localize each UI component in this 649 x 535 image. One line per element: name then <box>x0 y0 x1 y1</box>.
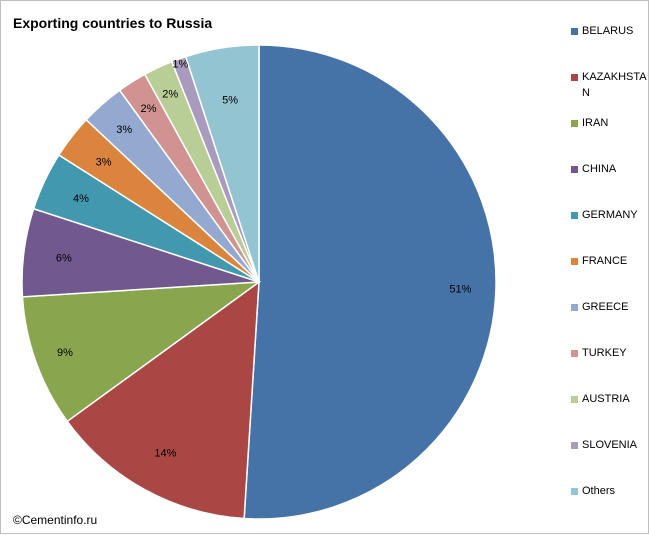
legend-label: SLOVENIA <box>582 439 638 451</box>
legend-swatch <box>571 350 578 357</box>
data-label-greece: 3% <box>116 124 132 136</box>
data-label-iran: 9% <box>57 347 73 359</box>
data-label-slovenia: 1% <box>172 59 188 71</box>
data-label-kazakhstan: 14% <box>154 447 176 459</box>
legend-label: AUSTRIA <box>582 393 630 405</box>
legend-label: TURKEY <box>582 347 627 359</box>
legend-label: BELARUS <box>582 25 634 37</box>
data-label-turkey: 2% <box>141 103 157 115</box>
legend-label: GERMANY <box>582 209 638 221</box>
legend-swatch <box>571 442 578 449</box>
pie-slice-iran <box>21 281 262 423</box>
pie-slice-others <box>184 44 260 283</box>
legend-swatch <box>571 28 578 35</box>
legend-label: Others <box>582 485 616 497</box>
data-label-austria: 2% <box>162 88 178 100</box>
pie-slice-belarus <box>243 44 497 520</box>
legend-label: FRANCE <box>582 255 628 267</box>
legend-swatch <box>571 488 578 495</box>
pie-slice-kazakhstan <box>66 280 260 520</box>
legend-swatch <box>571 258 578 265</box>
data-label-france: 3% <box>96 156 112 168</box>
data-label-germany: 4% <box>73 193 89 205</box>
data-label-others: 5% <box>222 94 238 106</box>
legend-label: CHINA <box>582 163 617 175</box>
data-label-belarus: 51% <box>449 283 471 295</box>
copyright-text: ©Cementinfo.ru <box>13 513 98 527</box>
legend-label: IRAN <box>582 117 609 129</box>
legend-swatch <box>571 74 578 81</box>
legend-swatch <box>571 212 578 219</box>
legend-label: GREECE <box>582 301 629 313</box>
legend-swatch <box>571 396 578 403</box>
legend-swatch <box>571 166 578 173</box>
chart-title: Exporting countries to Russia <box>13 15 213 31</box>
legend-swatch <box>571 304 578 311</box>
data-label-china: 6% <box>56 252 72 264</box>
legend-swatch <box>571 120 578 127</box>
legend-label: KAZAKHSTAN <box>582 71 647 99</box>
